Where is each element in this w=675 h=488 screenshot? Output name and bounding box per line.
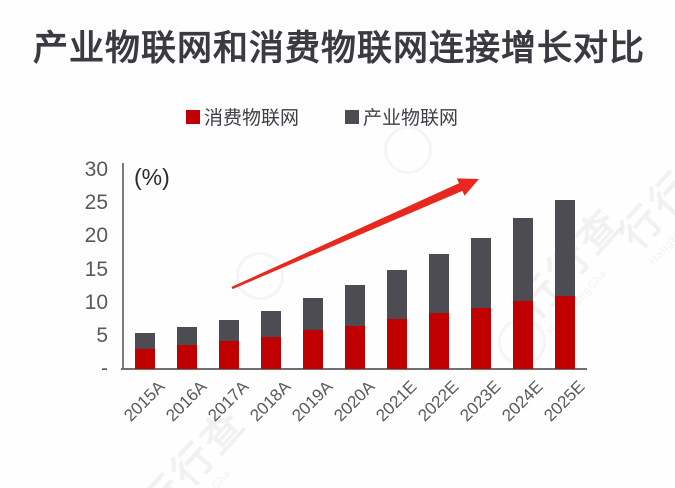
bar-segment-2015A-消费物联网	[135, 349, 155, 369]
legend-label-consumer-iot: 消费物联网	[204, 108, 300, 129]
bar-segment-2025E-产业物联网	[555, 199, 575, 297]
y-axis-unit-label: (%)	[134, 164, 170, 190]
legend-swatch-industrial-iot	[345, 109, 360, 124]
bar-segment-2015A-产业物联网	[135, 333, 155, 350]
x-axis-line	[121, 368, 587, 370]
legend-swatch-consumer-iot	[186, 109, 200, 124]
y-tick-20: 20	[84, 224, 108, 248]
bar-segment-2021E-产业物联网	[387, 270, 407, 320]
y-tick-10: 10	[84, 290, 108, 314]
watermark-ring-icon	[384, 126, 432, 174]
bar-segment-2025E-消费物联网	[555, 296, 575, 369]
legend: 消费物联网 产业物联网	[186, 103, 458, 130]
y-tick-5: 5	[96, 323, 108, 347]
bar-segment-2023E-消费物联网	[471, 307, 491, 369]
watermark-ring-icon	[236, 252, 284, 300]
bar-segment-2020A-产业物联网	[345, 284, 365, 326]
legend-item-industrial-iot: 产业物联网	[345, 103, 458, 130]
bar-segment-2016A-消费物联网	[177, 345, 197, 369]
bar-segment-2020A-消费物联网	[345, 325, 365, 369]
bar-segment-2022E-产业物联网	[429, 253, 449, 313]
bar-segment-2019A-产业物联网	[303, 298, 323, 330]
y-tick-30: 30	[84, 158, 108, 181]
legend-label-industrial-iot: 产业物联网	[363, 108, 459, 129]
legend-item-consumer-iot: 消费物联网	[186, 103, 299, 130]
bar-segment-2024E-产业物联网	[513, 218, 533, 301]
bar-segment-2017A-产业物联网	[219, 319, 239, 342]
bar-segment-2018A-产业物联网	[261, 310, 281, 338]
bar-segment-2018A-消费物联网	[261, 337, 281, 369]
y-tick-15: 15	[84, 257, 108, 281]
bar-segment-2022E-消费物联网	[429, 312, 449, 369]
y-tick-25: 25	[84, 191, 108, 215]
bar-segment-2016A-产业物联网	[177, 326, 197, 346]
bar-segment-2024E-消费物联网	[513, 300, 533, 369]
y-axis-line	[122, 163, 124, 370]
bar-segment-2023E-产业物联网	[471, 237, 491, 308]
chart-title: 产业物联网和消费物联网连接增长对比	[33, 29, 646, 68]
y-tick-0: -	[101, 357, 108, 380]
bar-segment-2017A-消费物联网	[219, 341, 239, 369]
bar-segment-2021E-消费物联网	[387, 319, 407, 369]
bar-segment-2019A-消费物联网	[303, 329, 323, 369]
